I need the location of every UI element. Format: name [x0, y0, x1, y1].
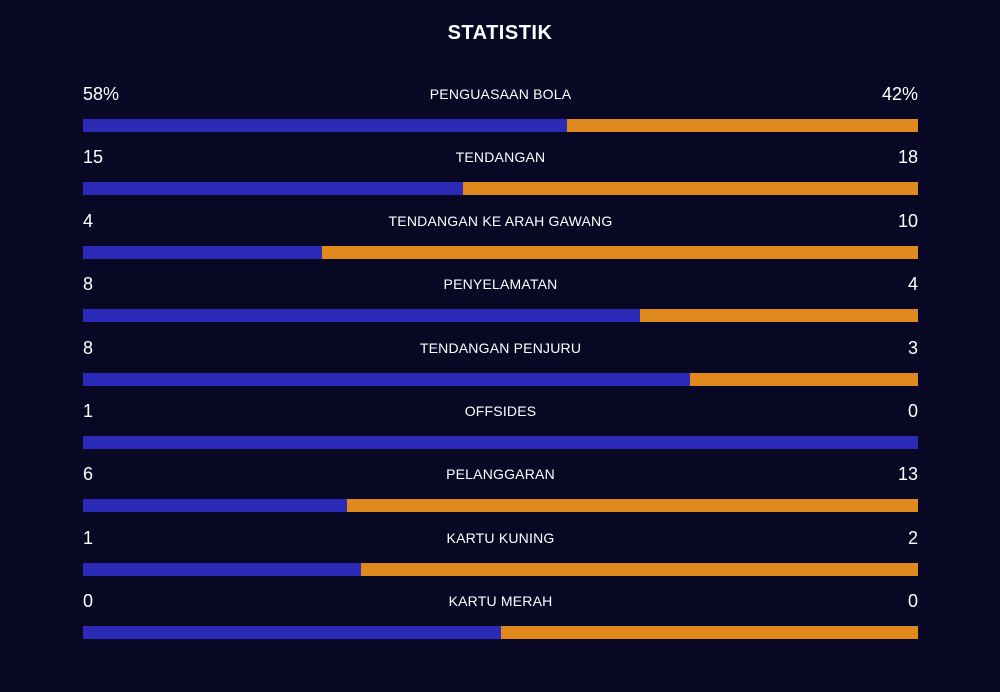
stat-label: PENGUASAAN BOLA: [429, 86, 572, 102]
home-bar-segment: [83, 562, 362, 576]
comparison-bar: [83, 626, 918, 640]
stat-values: 8 PENYELAMATAN 4: [83, 270, 918, 298]
away-value: 0: [907, 591, 918, 612]
home-bar-segment: [83, 182, 463, 196]
stat-label: TENDANGAN KE ARAH GAWANG: [388, 212, 613, 229]
stat-row: 8 TENDANGAN PENJURU 3: [83, 334, 918, 397]
home-value: 0: [83, 591, 94, 612]
stat-values: 1 KARTU KUNING 2: [83, 524, 918, 552]
stat-row: 6 PELANGGARAN 13: [83, 460, 918, 523]
away-bar-segment: [462, 182, 918, 196]
away-value: 3: [907, 337, 918, 358]
home-value: 15: [83, 147, 104, 168]
away-bar-segment: [500, 626, 918, 640]
comparison-bar: [83, 182, 918, 196]
home-bar-segment: [83, 119, 568, 132]
away-value: 42%: [881, 84, 918, 104]
stats-list: 58% PENGUASAAN BOLA 42% 15 TENDANGAN 18 4 TENDA…: [83, 80, 918, 651]
away-value: 0: [907, 400, 918, 421]
stat-row: 0 KARTU MERAH 0: [83, 587, 918, 650]
comparison-bar: [83, 119, 918, 132]
stat-label: PENYELAMATAN: [443, 276, 558, 293]
home-value: 58%: [83, 84, 120, 104]
home-bar-segment: [83, 626, 501, 640]
home-bar-segment: [83, 372, 691, 386]
stat-label: KARTU KUNING: [446, 529, 555, 546]
away-value: 13: [897, 464, 918, 485]
comparison-bar: [83, 372, 918, 386]
stat-values: 8 TENDANGAN PENJURU 3: [83, 334, 918, 362]
away-bar-segment: [639, 309, 918, 323]
stat-row: 1 KARTU KUNING 2: [83, 524, 918, 587]
home-bar-segment: [83, 499, 347, 513]
home-value: 6: [83, 464, 94, 485]
home-value: 4: [83, 210, 94, 231]
home-bar-segment: [83, 245, 322, 259]
comparison-bar: [83, 309, 918, 323]
stat-values: 6 PELANGGARAN 13: [83, 460, 918, 488]
away-value: 2: [907, 527, 918, 548]
stat-row: 58% PENGUASAAN BOLA 42%: [83, 80, 918, 143]
home-bar-segment: [83, 309, 640, 323]
away-value: 18: [897, 147, 918, 168]
away-bar-segment: [361, 562, 918, 576]
home-value: 1: [83, 527, 94, 548]
away-bar-segment: [346, 499, 918, 513]
away-value: 4: [907, 274, 918, 295]
home-bar-segment: [83, 435, 918, 449]
stat-row: 8 PENYELAMATAN 4: [83, 270, 918, 333]
stat-values: 4 TENDANGAN KE ARAH GAWANG 10: [83, 207, 918, 235]
stat-values: 15 TENDANGAN 18: [83, 143, 918, 171]
away-value: 10: [897, 210, 918, 231]
panel-title: STATISTIK: [447, 22, 553, 44]
stat-label: PELANGGARAN: [446, 466, 555, 483]
away-bar-segment: [567, 119, 918, 132]
comparison-bar: [83, 499, 918, 513]
stat-values: 1 OFFSIDES 0: [83, 397, 918, 425]
stat-values: 58% PENGUASAAN BOLA 42%: [83, 80, 918, 108]
stat-row: 15 TENDANGAN 18: [83, 143, 918, 206]
stat-label: TENDANGAN PENJURU: [419, 339, 582, 356]
stat-label: OFFSIDES: [464, 402, 537, 419]
stat-values: 0 KARTU MERAH 0: [83, 587, 918, 615]
home-value: 8: [83, 274, 94, 295]
stat-label: KARTU MERAH: [448, 593, 553, 610]
away-bar-segment: [690, 372, 918, 386]
comparison-bar: [83, 562, 918, 576]
home-value: 8: [83, 337, 94, 358]
away-bar-segment: [321, 245, 918, 259]
stat-label: TENDANGAN: [455, 149, 546, 166]
stat-row: 4 TENDANGAN KE ARAH GAWANG 10: [83, 207, 918, 270]
home-value: 1: [83, 400, 94, 421]
stat-row: 1 OFFSIDES 0: [83, 397, 918, 460]
comparison-bar: [83, 435, 918, 449]
comparison-bar: [83, 245, 918, 259]
